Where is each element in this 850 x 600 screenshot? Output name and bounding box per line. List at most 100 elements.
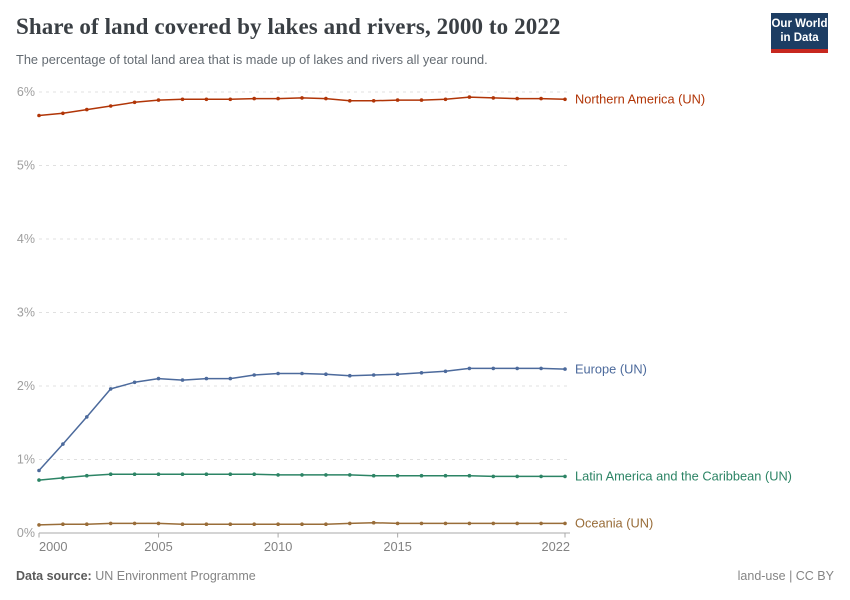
data-source: Data source: UN Environment Programme (16, 569, 256, 583)
data-point (467, 366, 472, 371)
data-point (348, 521, 352, 526)
data-point (371, 373, 376, 377)
data-point (563, 97, 567, 102)
data-point (252, 373, 256, 377)
data-point (563, 521, 567, 526)
chart-subtitle: The percentage of total land area that i… (16, 52, 488, 67)
data-point (132, 521, 137, 526)
data-point (395, 473, 400, 478)
data-point (467, 521, 472, 526)
data-point (395, 98, 400, 102)
x-axis-label: 2005 (144, 539, 172, 554)
data-point (252, 96, 256, 101)
data-point (395, 521, 400, 526)
data-point (204, 97, 209, 102)
data-point (276, 96, 280, 101)
data-point (61, 442, 65, 446)
data-point (276, 371, 280, 376)
data-point (228, 97, 233, 102)
data-point (300, 522, 304, 526)
data-point (300, 473, 304, 477)
data-point (443, 521, 448, 526)
data-point (491, 474, 496, 479)
page-title: Share of land covered by lakes and river… (16, 14, 561, 39)
data-point (300, 96, 304, 100)
data-point (324, 96, 328, 101)
logo-line2: in Data (780, 32, 819, 44)
series-label[interactable]: Northern America (UN) (575, 92, 705, 107)
data-point (515, 474, 519, 479)
data-point (539, 521, 543, 526)
data-point (108, 104, 113, 108)
data-source-label: Data source: (16, 569, 92, 583)
series-label[interactable]: Europe (UN) (575, 361, 647, 376)
data-point (443, 369, 448, 374)
data-point (180, 472, 185, 477)
data-point (37, 523, 41, 527)
series-label[interactable]: Latin America and the Caribbean (UN) (575, 469, 792, 484)
data-point (491, 366, 496, 371)
data-point (419, 371, 424, 375)
data-point (61, 111, 65, 116)
data-point (348, 99, 352, 103)
data-point (419, 521, 424, 526)
data-point (108, 521, 113, 526)
data-point (348, 373, 352, 378)
data-point (204, 472, 209, 477)
data-point (228, 522, 233, 526)
series-line[interactable] (38, 96, 566, 117)
data-point (156, 376, 161, 381)
data-point (324, 473, 328, 477)
data-point (371, 473, 376, 478)
data-point (132, 100, 137, 105)
data-point (85, 522, 89, 526)
data-point (156, 472, 161, 477)
data-point (491, 96, 496, 100)
x-axis-label: 2010 (264, 539, 292, 554)
data-point (443, 473, 448, 478)
data-point (276, 522, 280, 526)
logo-line1: Our World (771, 18, 828, 30)
data-point (37, 478, 41, 482)
data-point (252, 472, 256, 477)
data-point (491, 521, 496, 526)
data-point (156, 98, 161, 102)
data-point (467, 95, 472, 99)
data-point (180, 378, 185, 382)
data-point (443, 97, 448, 102)
series-label[interactable]: Oceania (UN) (575, 516, 653, 531)
data-point (228, 472, 233, 477)
y-axis-label: 1% (17, 453, 35, 467)
y-axis-label: 2% (17, 379, 35, 393)
data-point (180, 522, 185, 526)
license-note: land-use | CC BY (738, 569, 834, 583)
y-axis-label: 4% (17, 232, 35, 246)
data-point (348, 473, 352, 477)
data-point (563, 367, 567, 371)
data-point (61, 476, 65, 480)
data-point (419, 98, 424, 102)
data-point (156, 521, 161, 526)
data-point (228, 376, 233, 381)
owid-logo[interactable]: Our World in Data (771, 13, 828, 53)
data-point (419, 473, 424, 478)
data-point (61, 522, 65, 526)
data-point (85, 473, 89, 478)
y-axis-label: 3% (17, 306, 35, 320)
data-point (515, 521, 519, 526)
series-line[interactable] (38, 367, 566, 472)
data-point (371, 520, 376, 525)
data-point (204, 522, 209, 526)
data-point (300, 371, 304, 376)
data-point (539, 96, 543, 101)
data-point (132, 472, 137, 477)
x-axis-label: 2000 (39, 539, 67, 554)
data-point (276, 473, 280, 477)
data-point (132, 380, 137, 385)
data-point (563, 474, 567, 479)
data-point (204, 376, 209, 381)
y-axis-label: 6% (17, 85, 35, 99)
data-point (324, 522, 328, 526)
